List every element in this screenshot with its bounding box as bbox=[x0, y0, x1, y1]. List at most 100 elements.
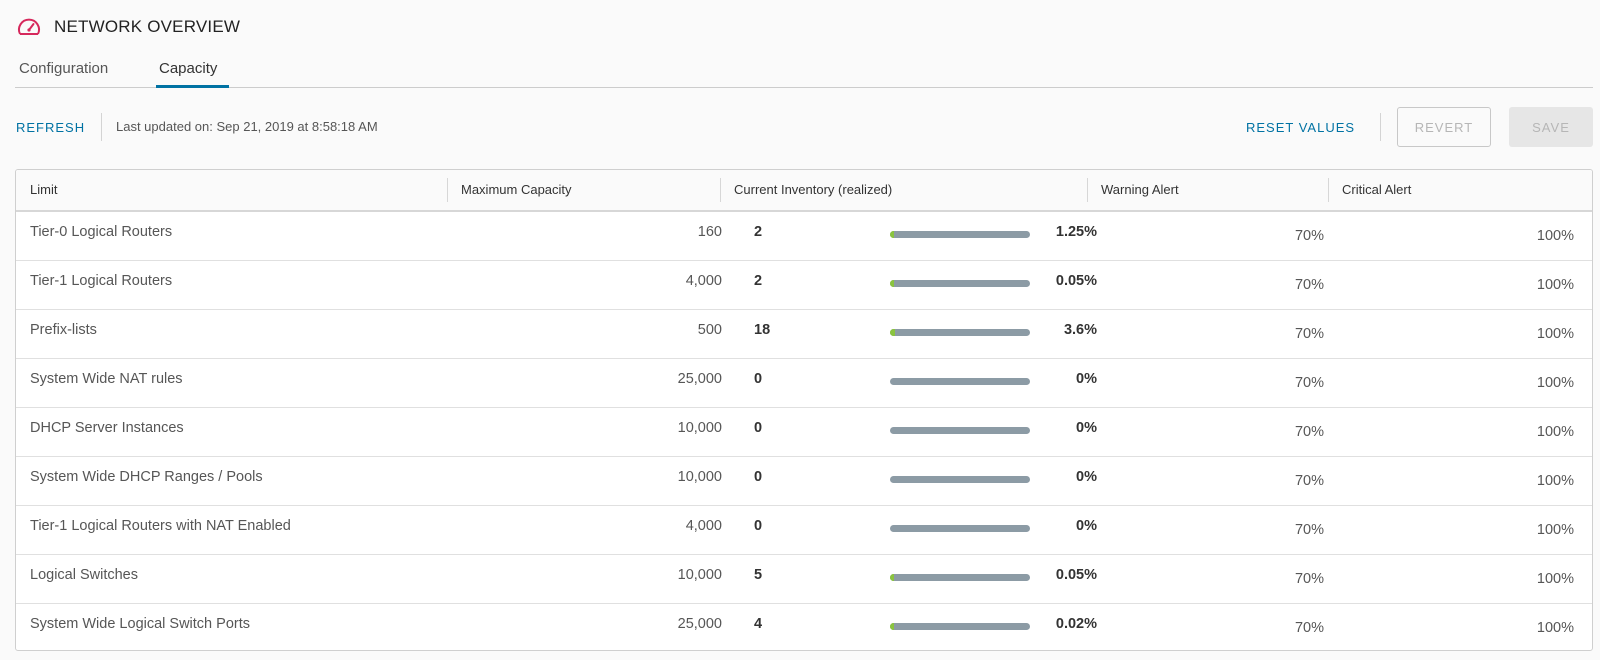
current-inventory-value: 0 bbox=[754, 371, 763, 387]
maximum-capacity-value: 10,000 bbox=[677, 469, 722, 485]
usage-percent: 3.6% bbox=[1063, 322, 1097, 338]
toolbar-divider bbox=[1380, 113, 1381, 141]
column-header-current-inventory[interactable]: Current Inventory (realized) bbox=[734, 182, 893, 197]
usage-percent: 0% bbox=[1076, 420, 1097, 436]
limit-name: System Wide DHCP Ranges / Pools bbox=[30, 469, 263, 485]
maximum-capacity-value: 10,000 bbox=[677, 420, 722, 436]
table-row: Prefix-lists 500 18 3.6% 70% 100% bbox=[16, 310, 1592, 359]
usage-percent: 1.25% bbox=[1055, 224, 1097, 240]
current-inventory-value: 2 bbox=[754, 224, 763, 240]
critical-alert-value[interactable]: 100% bbox=[1536, 375, 1574, 391]
warning-alert-value[interactable]: 70% bbox=[1294, 473, 1324, 489]
warning-alert-value[interactable]: 70% bbox=[1294, 326, 1324, 342]
tab-configuration[interactable]: Configuration bbox=[19, 60, 109, 77]
capacity-grid: Limit Maximum Capacity Current Inventory… bbox=[15, 169, 1593, 651]
critical-alert-value[interactable]: 100% bbox=[1536, 522, 1574, 538]
reset-values-button[interactable]: RESET VALUES bbox=[1246, 120, 1356, 135]
usage-progress-bar bbox=[890, 427, 1030, 434]
usage-progress-fill bbox=[890, 623, 894, 630]
maximum-capacity-value: 25,000 bbox=[677, 616, 722, 632]
maximum-capacity-value: 10,000 bbox=[677, 567, 722, 583]
warning-alert-value[interactable]: 70% bbox=[1294, 424, 1324, 440]
warning-alert-value[interactable]: 70% bbox=[1294, 571, 1324, 587]
limit-name: DHCP Server Instances bbox=[30, 420, 184, 436]
maximum-capacity-value: 4,000 bbox=[685, 518, 722, 534]
critical-alert-value[interactable]: 100% bbox=[1536, 620, 1574, 636]
column-separator[interactable] bbox=[1087, 178, 1088, 202]
usage-percent: 0% bbox=[1076, 518, 1097, 534]
warning-alert-value[interactable]: 70% bbox=[1294, 522, 1324, 538]
table-row: DHCP Server Instances 10,000 0 0% 70% 100% bbox=[16, 408, 1592, 457]
maximum-capacity-value: 500 bbox=[697, 322, 722, 338]
table-row: Tier-1 Logical Routers with NAT Enabled 4… bbox=[16, 506, 1592, 555]
current-inventory-value: 0 bbox=[754, 518, 763, 534]
usage-progress-bar bbox=[890, 476, 1030, 483]
dashboard-gauge-icon bbox=[18, 18, 40, 35]
column-separator[interactable] bbox=[447, 178, 448, 202]
usage-progress-fill bbox=[890, 231, 894, 238]
maximum-capacity-value: 4,000 bbox=[685, 273, 722, 289]
current-inventory-value: 5 bbox=[754, 567, 763, 583]
usage-percent: 0.02% bbox=[1055, 616, 1097, 632]
maximum-capacity-value: 160 bbox=[697, 224, 722, 240]
usage-progress-fill bbox=[890, 329, 896, 336]
usage-progress-bar bbox=[890, 231, 1030, 238]
tab-bar: Configuration Capacity bbox=[15, 52, 1593, 88]
current-inventory-value: 0 bbox=[754, 420, 763, 436]
usage-progress-bar bbox=[890, 280, 1030, 287]
table-row: System Wide Logical Switch Ports 25,000 4 0… bbox=[16, 604, 1592, 650]
usage-percent: 0% bbox=[1076, 371, 1097, 387]
limit-name: Tier-1 Logical Routers bbox=[30, 273, 173, 289]
critical-alert-value[interactable]: 100% bbox=[1536, 277, 1574, 293]
table-row: System Wide DHCP Ranges / Pools 10,000 0 0%… bbox=[16, 457, 1592, 506]
critical-alert-value[interactable]: 100% bbox=[1536, 228, 1574, 244]
page-title: NETWORK OVERVIEW bbox=[54, 17, 241, 36]
toolbar: REFRESH Last updated on: Sep 21, 2019 at… bbox=[15, 107, 1593, 147]
tab-capacity[interactable]: Capacity bbox=[159, 60, 218, 77]
toolbar-divider bbox=[101, 113, 102, 141]
usage-progress-fill bbox=[890, 574, 894, 581]
column-header-maximum-capacity[interactable]: Maximum Capacity bbox=[461, 182, 572, 197]
column-separator[interactable] bbox=[720, 178, 721, 202]
critical-alert-value[interactable]: 100% bbox=[1536, 326, 1574, 342]
critical-alert-value[interactable]: 100% bbox=[1536, 424, 1574, 440]
usage-progress-bar bbox=[890, 623, 1030, 630]
usage-percent: 0% bbox=[1076, 469, 1097, 485]
active-tab-indicator bbox=[156, 85, 229, 88]
limit-name: System Wide NAT rules bbox=[30, 371, 183, 387]
last-updated-text: Last updated on: Sep 21, 2019 at 8:58:18… bbox=[116, 119, 378, 134]
table-row: Logical Switches 10,000 5 0.05% 70% 100% bbox=[16, 555, 1592, 604]
table-row: System Wide NAT rules 25,000 0 0% 70% 100% bbox=[16, 359, 1592, 408]
save-button[interactable]: SAVE bbox=[1509, 107, 1593, 147]
column-separator[interactable] bbox=[1328, 178, 1329, 202]
critical-alert-value[interactable]: 100% bbox=[1536, 473, 1574, 489]
limit-name: Prefix-lists bbox=[30, 322, 97, 338]
table-row: Tier-0 Logical Routers 160 2 1.25% 70% 100% bbox=[16, 212, 1592, 261]
limit-name: Tier-0 Logical Routers bbox=[30, 224, 173, 240]
usage-percent: 0.05% bbox=[1055, 273, 1097, 289]
column-header-limit[interactable]: Limit bbox=[30, 182, 58, 197]
current-inventory-value: 2 bbox=[754, 273, 763, 289]
table-row: Tier-1 Logical Routers 4,000 2 0.05% 70% 100% bbox=[16, 261, 1592, 310]
limit-name: Tier-1 Logical Routers with NAT Enabled bbox=[30, 518, 291, 534]
warning-alert-value[interactable]: 70% bbox=[1294, 228, 1324, 244]
maximum-capacity-value: 25,000 bbox=[677, 371, 722, 387]
grid-header: Limit Maximum Capacity Current Inventory… bbox=[16, 170, 1592, 212]
refresh-button[interactable]: REFRESH bbox=[16, 120, 86, 135]
usage-progress-bar bbox=[890, 378, 1030, 385]
column-header-critical-alert[interactable]: Critical Alert bbox=[1342, 182, 1412, 197]
warning-alert-value[interactable]: 70% bbox=[1294, 620, 1324, 636]
column-header-warning-alert[interactable]: Warning Alert bbox=[1101, 182, 1179, 197]
grid-body: Tier-0 Logical Routers 160 2 1.25% 70% 100% Ti… bbox=[16, 212, 1592, 650]
current-inventory-value: 18 bbox=[754, 322, 771, 338]
usage-progress-bar bbox=[890, 329, 1030, 336]
usage-progress-fill bbox=[890, 280, 894, 287]
limit-name: Logical Switches bbox=[30, 567, 138, 583]
warning-alert-value[interactable]: 70% bbox=[1294, 375, 1324, 391]
usage-progress-bar bbox=[890, 574, 1030, 581]
warning-alert-value[interactable]: 70% bbox=[1294, 277, 1324, 293]
critical-alert-value[interactable]: 100% bbox=[1536, 571, 1574, 587]
current-inventory-value: 4 bbox=[754, 616, 763, 632]
revert-button[interactable]: REVERT bbox=[1397, 107, 1491, 147]
limit-name: System Wide Logical Switch Ports bbox=[30, 616, 250, 632]
